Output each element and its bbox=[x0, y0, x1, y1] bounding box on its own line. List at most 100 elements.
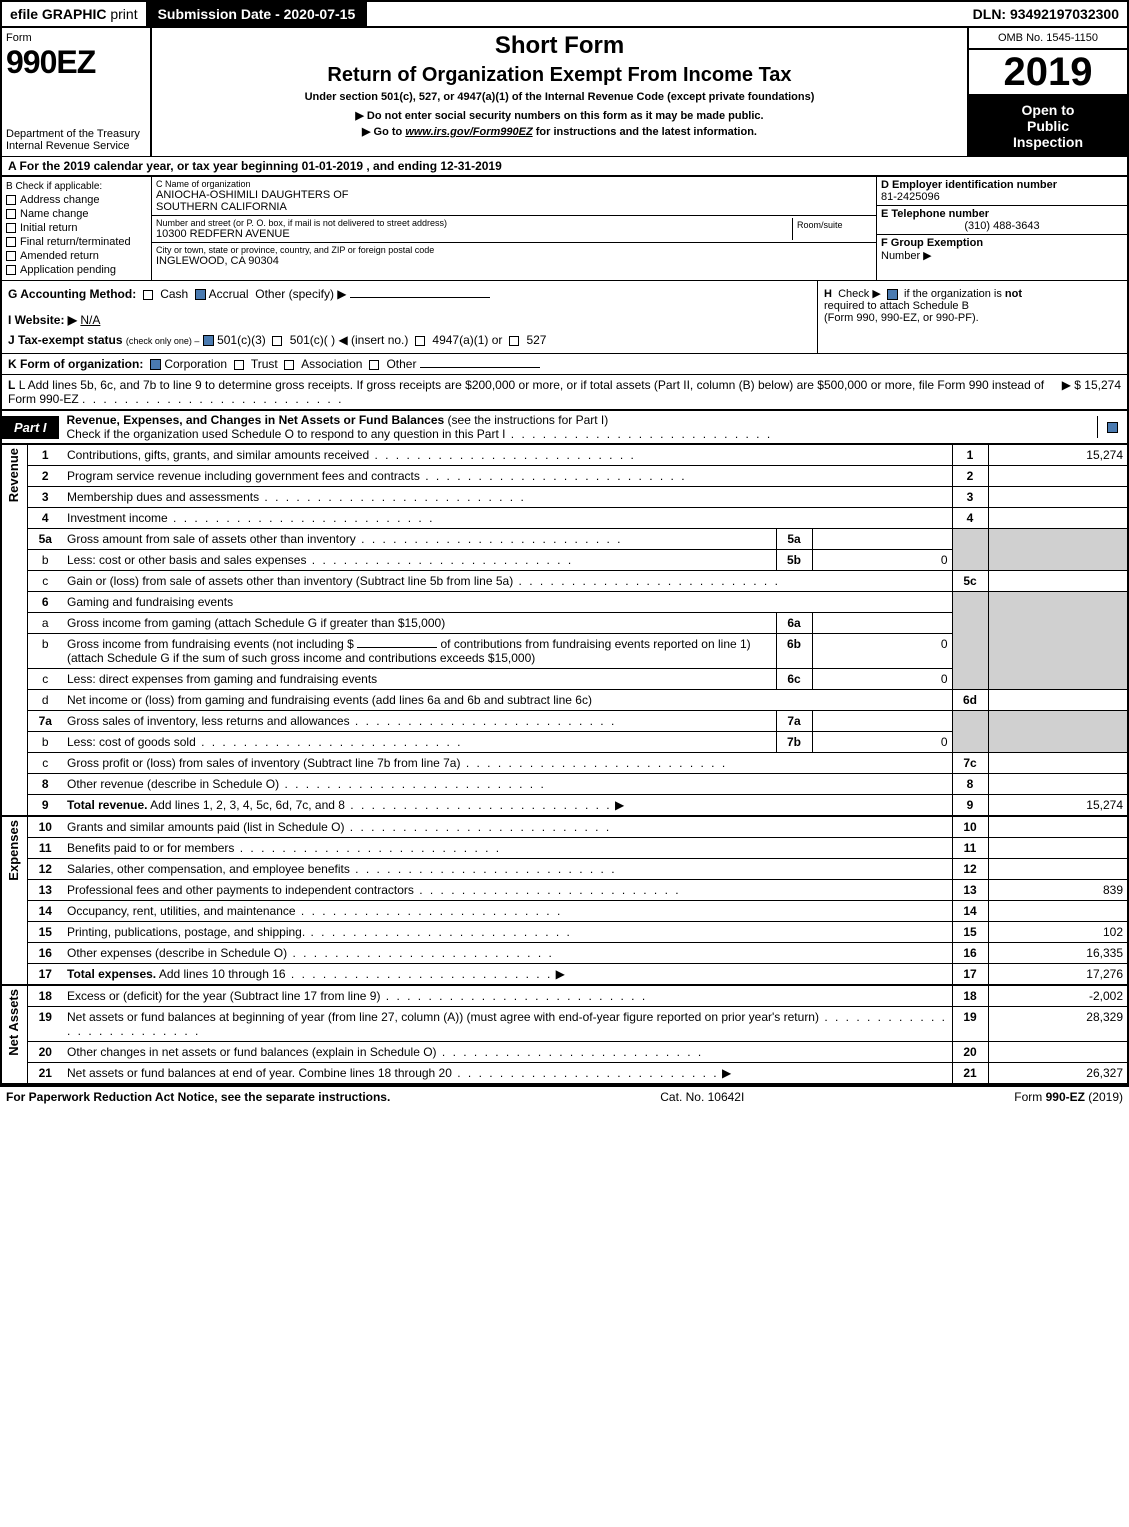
chk-amended[interactable]: Amended return bbox=[6, 250, 147, 262]
chk-address-label: Address change bbox=[20, 194, 100, 206]
l1-desc: Contributions, gifts, grants, and simila… bbox=[63, 445, 952, 466]
chk-trust[interactable] bbox=[234, 360, 244, 370]
chk-final[interactable]: Final return/terminated bbox=[6, 236, 147, 248]
l9-desc: Total revenue. Add lines 1, 2, 3, 4, 5c,… bbox=[63, 795, 952, 817]
l18-dots bbox=[380, 989, 647, 1003]
l1-no: 1 bbox=[27, 445, 63, 466]
chk-501c3[interactable] bbox=[203, 335, 214, 346]
l4-text: Investment income bbox=[67, 511, 168, 525]
l11-val bbox=[988, 838, 1128, 859]
cash-label: Cash bbox=[160, 287, 188, 301]
line-4: 4 Investment income 4 bbox=[1, 508, 1128, 529]
line-19: 19 Net assets or fund balances at beginn… bbox=[1, 1007, 1128, 1042]
l8-no: 8 bbox=[27, 774, 63, 795]
l7b-mini: 7b bbox=[776, 732, 812, 753]
accounting-method: G Accounting Method: Cash Accrual Other … bbox=[8, 287, 811, 301]
l18-text: Excess or (deficit) for the year (Subtra… bbox=[67, 989, 380, 1003]
row-i-website: I Website: ▶ N/A bbox=[8, 313, 811, 327]
l17-dots bbox=[286, 967, 553, 981]
chk-4947[interactable] bbox=[415, 336, 425, 346]
l2-text: Program service revenue including govern… bbox=[67, 469, 420, 483]
l2-desc: Program service revenue including govern… bbox=[63, 466, 952, 487]
netassets-label: Net Assets bbox=[6, 989, 21, 1056]
l5b-text: Less: cost or other basis and sales expe… bbox=[67, 553, 306, 567]
efile-bold: efile GRAPHIC bbox=[10, 6, 106, 22]
line-16: 16 Other expenses (describe in Schedule … bbox=[1, 943, 1128, 964]
under-section: Under section 501(c), 527, or 4947(a)(1)… bbox=[160, 91, 959, 103]
footer-right: Form 990-EZ (2019) bbox=[1014, 1090, 1123, 1104]
l16-col: 16 bbox=[952, 943, 988, 964]
l13-val: 839 bbox=[988, 880, 1128, 901]
l20-text: Other changes in net assets or fund bala… bbox=[67, 1045, 437, 1059]
l6-no: 6 bbox=[27, 592, 63, 613]
chk-amended-label: Amended return bbox=[20, 250, 99, 262]
addr-label: Number and street (or P. O. box, if mail… bbox=[156, 218, 792, 228]
chk-assoc[interactable] bbox=[284, 360, 294, 370]
l7c-no: c bbox=[27, 753, 63, 774]
l15-dots bbox=[305, 925, 572, 939]
chk-501c[interactable] bbox=[272, 336, 282, 346]
addr-value: 10300 REDFERN AVENUE bbox=[156, 228, 792, 240]
l7b-mval: 0 bbox=[812, 732, 952, 753]
k-corp: Corporation bbox=[164, 357, 227, 371]
chk-initial[interactable]: Initial return bbox=[6, 222, 147, 234]
l20-val bbox=[988, 1042, 1128, 1063]
l6a-desc: Gross income from gaming (attach Schedul… bbox=[63, 613, 776, 634]
l17-bold: Total expenses. bbox=[67, 967, 156, 981]
l5c-dots bbox=[513, 574, 780, 588]
chk-corp[interactable] bbox=[150, 359, 161, 370]
l4-desc: Investment income bbox=[63, 508, 952, 529]
l6-shade1 bbox=[952, 592, 988, 690]
l1-val: 15,274 bbox=[988, 445, 1128, 466]
chk-name[interactable]: Name change bbox=[6, 208, 147, 220]
k-other-line[interactable] bbox=[420, 367, 540, 368]
j-label: J Tax-exempt status bbox=[8, 333, 123, 347]
l10-val bbox=[988, 816, 1128, 838]
part1-checkbox[interactable] bbox=[1107, 422, 1118, 433]
l5c-col: 5c bbox=[952, 571, 988, 592]
l14-val bbox=[988, 901, 1128, 922]
header-left: Form 990EZ Department of the Treasury In… bbox=[2, 28, 152, 156]
l16-no: 16 bbox=[27, 943, 63, 964]
l12-val bbox=[988, 859, 1128, 880]
footer-right-prefix: Form bbox=[1014, 1090, 1045, 1104]
l12-col: 12 bbox=[952, 859, 988, 880]
l7b-text: Less: cost of goods sold bbox=[67, 735, 196, 749]
footer-right-suffix: (2019) bbox=[1085, 1090, 1123, 1104]
l5c-val bbox=[988, 571, 1128, 592]
chk-cash[interactable] bbox=[143, 290, 153, 300]
row-a-tax-year: A For the 2019 calendar year, or tax yea… bbox=[0, 156, 1129, 177]
l10-dots bbox=[344, 820, 611, 834]
chk-h[interactable] bbox=[887, 289, 898, 300]
chk-pending[interactable]: Application pending bbox=[6, 264, 147, 276]
l21-text: Net assets or fund balances at end of ye… bbox=[67, 1066, 452, 1080]
form-word: Form bbox=[6, 32, 146, 44]
form-header: Form 990EZ Department of the Treasury In… bbox=[0, 28, 1129, 156]
l6b-blank[interactable] bbox=[357, 647, 437, 648]
line-2: 2 Program service revenue including gove… bbox=[1, 466, 1128, 487]
l10-col: 10 bbox=[952, 816, 988, 838]
city-block: City or town, state or province, country… bbox=[152, 243, 876, 269]
l7-shade2 bbox=[988, 711, 1128, 753]
chk-address[interactable]: Address change bbox=[6, 194, 147, 206]
chk-other-org[interactable] bbox=[369, 360, 379, 370]
website-value: N/A bbox=[80, 313, 100, 327]
l6a-mval bbox=[812, 613, 952, 634]
l11-col: 11 bbox=[952, 838, 988, 859]
bullet2-suffix: for instructions and the latest informat… bbox=[533, 126, 757, 138]
part1-dots bbox=[505, 427, 772, 441]
l11-desc: Benefits paid to or for members bbox=[63, 838, 952, 859]
bullet-1: ▶ Do not enter social security numbers o… bbox=[160, 109, 959, 122]
bullet2-link[interactable]: www.irs.gov/Form990EZ bbox=[405, 126, 532, 138]
l18-desc: Excess or (deficit) for the year (Subtra… bbox=[63, 985, 952, 1007]
chk-527[interactable] bbox=[509, 336, 519, 346]
l19-desc: Net assets or fund balances at beginning… bbox=[63, 1007, 952, 1042]
chk-accrual[interactable] bbox=[195, 289, 206, 300]
ein-label: D Employer identification number bbox=[881, 179, 1123, 191]
other-specify-line[interactable] bbox=[350, 297, 490, 298]
l15-val: 102 bbox=[988, 922, 1128, 943]
efile-print[interactable]: print bbox=[110, 6, 137, 22]
efile-label: efile GRAPHIC print bbox=[2, 2, 146, 26]
l6c-mini: 6c bbox=[776, 669, 812, 690]
other-label: Other (specify) ▶ bbox=[255, 287, 346, 301]
